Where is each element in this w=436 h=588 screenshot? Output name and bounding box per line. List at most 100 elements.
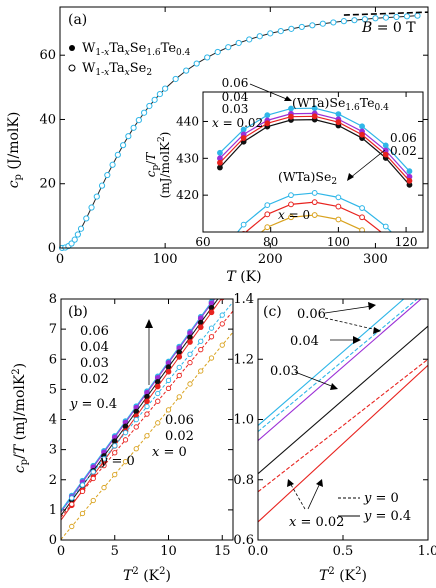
panel-b-point	[69, 495, 75, 501]
panel-a-annotation: B = 0 T	[361, 20, 416, 36]
y-tick-label: 0	[49, 533, 57, 548]
panel-b-label-y0: y = 0	[99, 454, 135, 469]
panel-c-arrowhead-6	[316, 479, 323, 487]
panel-a-point	[141, 109, 148, 116]
panel-a-point	[104, 171, 111, 179]
panel-a-point	[414, 12, 421, 19]
inset-point	[359, 205, 365, 211]
panel-c-label-x004: 0.04	[290, 334, 319, 349]
panel-b-point	[112, 450, 118, 456]
panel-b-point	[144, 398, 150, 405]
panel-c-arrowhead-3	[353, 336, 361, 344]
panel-a-point	[267, 30, 274, 37]
inset-point	[383, 246, 388, 251]
panel-b-point	[144, 411, 150, 417]
inset-point	[406, 168, 413, 175]
panel-a-point	[151, 96, 158, 103]
panel-b-point	[208, 309, 215, 316]
panel-b-point	[208, 355, 215, 361]
panel-a-point	[193, 60, 200, 67]
panel-a-point	[351, 17, 358, 24]
panel-b-point	[112, 471, 118, 478]
panel-b-point	[155, 420, 161, 426]
inset-point	[311, 190, 318, 196]
panel-b-point	[198, 338, 204, 344]
panel-a-point	[183, 67, 190, 74]
inset-point	[359, 227, 365, 232]
panel-c-label-x002: x = 0.02	[289, 515, 344, 530]
panel-c-plot-area: 0.0 0.5 1.0 0.6 0.8 1.0 1.2 1.4	[233, 292, 436, 559]
inset-point	[382, 142, 389, 149]
panel-c-arrowheads	[287, 302, 381, 487]
panel-c-label-x006: 0.06	[297, 307, 326, 322]
y-tick-label: 2	[49, 473, 57, 488]
panel-a-point	[361, 16, 369, 23]
inset-point	[217, 149, 223, 156]
y-tick-label: 4	[49, 413, 57, 428]
inset-label-x0: x = 0	[278, 208, 310, 222]
panel-c-xlabel: T2 (K2)	[319, 566, 367, 584]
panel-b-frame	[60, 298, 234, 541]
inset-point	[218, 252, 223, 257]
panel-b-series-group	[61, 285, 233, 540]
panel-a-point	[135, 117, 142, 124]
panel-a-point	[74, 231, 81, 238]
inset-point	[264, 211, 271, 218]
inset-arrow-sete	[249, 83, 290, 101]
panel-b-label-x002-left: 0.02	[80, 372, 109, 387]
panel-c-label: (c)	[263, 304, 282, 320]
x-tick-label: 5	[111, 544, 119, 559]
panel-a-point	[130, 124, 137, 131]
panel-a-point	[214, 48, 221, 56]
inset-label-se2: (WTa)Se2	[278, 169, 337, 187]
inset-point	[335, 119, 342, 126]
panel-b-point	[187, 339, 193, 345]
panel-b-point	[165, 407, 172, 413]
panel-a-point	[119, 142, 127, 149]
panel-a-point	[109, 161, 116, 168]
panel-b-point	[133, 416, 139, 423]
panel-b-plot-area: 0 5 10 15 0 1 2 3 4 5 6 7 8	[49, 285, 233, 559]
inset-label-x003-left: 0.03	[222, 102, 249, 116]
panel-c-fit-line	[258, 325, 428, 475]
panel-c-frame	[257, 298, 429, 541]
panel-c-legend-y0: y = 0	[363, 491, 399, 506]
panel-b-point	[198, 347, 204, 353]
panel-b-point	[176, 394, 182, 400]
panel-b-arrowhead	[145, 319, 153, 328]
panel-c-arrowhead-2	[368, 302, 376, 310]
panel-b-point	[220, 285, 225, 290]
y-tick-label: 0.6	[233, 533, 254, 548]
inset-point	[264, 224, 271, 231]
inset-frame	[202, 91, 424, 233]
inset-point	[288, 214, 294, 221]
panel-b-fit-line	[61, 299, 216, 513]
panel-b-point	[133, 446, 139, 452]
panel-a-point	[288, 25, 295, 32]
panel-b-point	[208, 325, 215, 331]
panel-b-point	[165, 385, 172, 391]
inset-plot-area: 60 80 100 120 420 430 440	[176, 92, 423, 257]
panel-c-legend-y04: y = 0.4	[363, 509, 411, 524]
panel-b-point	[112, 443, 118, 449]
panel-b-fit-line	[61, 299, 222, 521]
panel-c-fit-line	[258, 364, 428, 523]
panel-a-point	[340, 18, 347, 25]
y-tick-label: 1.4	[233, 292, 254, 307]
y-tick-label: 60	[39, 48, 56, 63]
panel-a-plot-area: 0 100 200 300 0 20 40 60	[39, 7, 429, 267]
panel-b-point	[219, 321, 225, 327]
panel-b-point	[187, 381, 193, 387]
y-tick-label: 1.0	[233, 413, 254, 428]
panel-b-point	[101, 456, 107, 462]
panel-b-fit-line	[61, 299, 215, 511]
panel-a-point	[83, 215, 90, 222]
panel-b-arrow	[145, 319, 153, 385]
panel-c-arrow-x003	[294, 371, 335, 388]
panel-b-label-x003-left: 0.03	[80, 356, 109, 371]
panel-a-xlabel: T (K)	[226, 269, 261, 285]
panel-b-point	[197, 324, 204, 331]
panel-a-inset: 60 80 100 120 420 430 440 cp/T (mJ/molK2) 0.06…	[144, 76, 424, 257]
inset-label-sete: (WTa)Se1.6Te0.4	[292, 95, 389, 113]
